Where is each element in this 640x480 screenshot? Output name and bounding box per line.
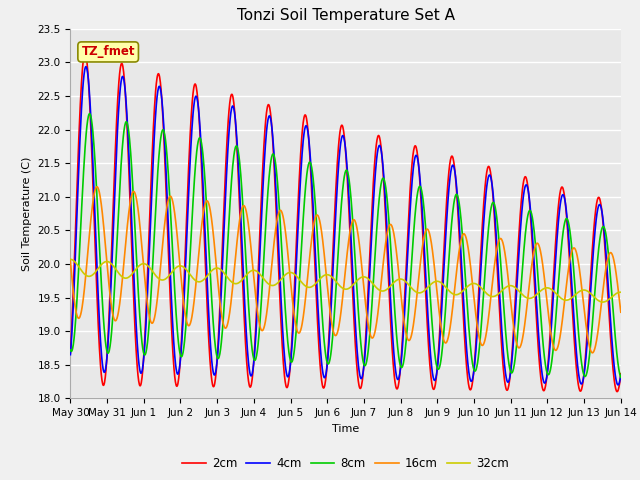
16cm xyxy=(300,306,308,312)
Title: Tonzi Soil Temperature Set A: Tonzi Soil Temperature Set A xyxy=(237,9,454,24)
32cm xyxy=(67,256,74,262)
16cm xyxy=(589,350,596,356)
4cm xyxy=(380,176,388,181)
16cm xyxy=(617,309,625,315)
4cm xyxy=(67,352,74,358)
32cm xyxy=(321,272,329,278)
Legend: 2cm, 4cm, 8cm, 16cm, 32cm: 2cm, 4cm, 8cm, 16cm, 32cm xyxy=(177,452,514,475)
2cm xyxy=(67,350,74,356)
8cm xyxy=(617,374,625,380)
4cm xyxy=(312,257,319,263)
4cm xyxy=(132,314,140,320)
2cm xyxy=(109,199,117,205)
Line: 8cm: 8cm xyxy=(70,114,621,377)
2cm xyxy=(322,377,330,383)
Line: 16cm: 16cm xyxy=(70,187,621,353)
32cm xyxy=(312,281,319,287)
Y-axis label: Soil Temperature (C): Soil Temperature (C) xyxy=(22,156,32,271)
2cm xyxy=(81,50,89,56)
16cm xyxy=(322,265,330,271)
4cm xyxy=(322,373,330,379)
4cm xyxy=(109,224,117,230)
32cm xyxy=(380,288,387,294)
Line: 2cm: 2cm xyxy=(70,53,621,392)
Line: 4cm: 4cm xyxy=(70,67,621,385)
2cm xyxy=(312,279,319,285)
2cm xyxy=(613,389,621,395)
16cm xyxy=(132,193,140,199)
8cm xyxy=(67,347,74,353)
16cm xyxy=(93,184,100,190)
16cm xyxy=(67,258,74,264)
8cm xyxy=(132,241,140,247)
2cm xyxy=(132,340,140,346)
2cm xyxy=(617,371,625,377)
8cm xyxy=(300,200,308,206)
32cm xyxy=(300,282,308,288)
4cm xyxy=(300,129,308,134)
4cm xyxy=(617,372,625,378)
8cm xyxy=(86,111,93,117)
32cm xyxy=(132,267,140,273)
Text: TZ_fmet: TZ_fmet xyxy=(81,46,135,59)
2cm xyxy=(300,114,308,120)
8cm xyxy=(109,305,117,311)
8cm xyxy=(322,351,330,357)
4cm xyxy=(82,64,90,70)
Line: 32cm: 32cm xyxy=(70,259,621,302)
16cm xyxy=(380,253,388,259)
32cm xyxy=(617,289,625,295)
2cm xyxy=(380,183,388,189)
32cm xyxy=(109,263,117,268)
X-axis label: Time: Time xyxy=(332,424,359,433)
16cm xyxy=(109,314,117,320)
16cm xyxy=(312,214,319,220)
4cm xyxy=(614,382,622,388)
8cm xyxy=(312,206,319,212)
8cm xyxy=(380,176,388,182)
32cm xyxy=(599,299,607,305)
